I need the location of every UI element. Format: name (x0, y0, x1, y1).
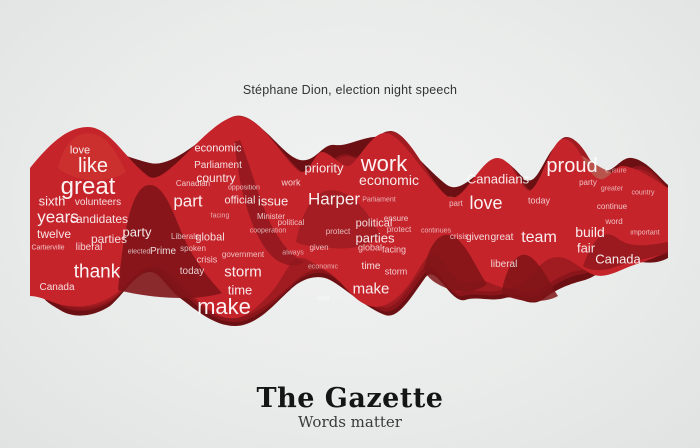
wave-word: cooperation (249, 227, 287, 235)
wave-word: important (630, 229, 660, 237)
wave-word: Canada (595, 251, 641, 267)
page-title: Stéphane Dion, election night speech (242, 83, 458, 97)
wave-word: priority (304, 160, 344, 176)
wave-word: political (355, 217, 393, 230)
wave-word: today (527, 195, 551, 206)
wave-word: make (352, 280, 390, 298)
wave-word: parties (355, 230, 395, 246)
wave-word: protect (325, 227, 351, 236)
wave-word: Liberals (170, 232, 200, 241)
wave-word: liberal (75, 242, 103, 253)
wave-dune-crisis (424, 234, 487, 292)
wave-word: given (466, 232, 490, 243)
wave-word: opposition (228, 184, 260, 192)
wave-word: facing (210, 212, 230, 220)
wave-word: economic (194, 142, 242, 155)
wave-accent-left (58, 133, 126, 181)
wave-word: crisis (449, 232, 469, 241)
wave-word: time (227, 282, 253, 298)
wave-word: party (579, 178, 597, 187)
wave-word: Harper (308, 189, 360, 209)
wave-word: country (631, 189, 655, 197)
wave-word: proud (546, 155, 598, 177)
wave-word: Canada (39, 282, 75, 293)
wave-word: twelve (36, 227, 72, 241)
wave-word: make (197, 294, 251, 319)
wave-word: volunteers (74, 197, 122, 208)
wave-dune-liberal (501, 254, 558, 302)
wave-word: Canadians (466, 171, 530, 187)
wave-word: part (173, 191, 203, 211)
wave-word: fair (576, 240, 596, 256)
wave-word: part (449, 199, 463, 208)
wave-word: party (122, 224, 152, 240)
wave-word: build (575, 224, 605, 240)
wave-word: facing (381, 244, 407, 255)
gazette-logo: The Gazette (256, 383, 444, 414)
wave-word: issue (257, 193, 289, 209)
wave-word: political (277, 218, 305, 227)
wave-word: like (77, 155, 109, 177)
wave-word: global (357, 242, 383, 253)
wave-word: crisis (196, 254, 218, 265)
wave-word: global (195, 231, 225, 244)
wave-word: work (360, 151, 408, 176)
wave-word: spoken (180, 244, 206, 253)
wave-word: love (469, 193, 503, 213)
wave-word: greater (600, 185, 624, 193)
wave-ribbon-right (583, 234, 668, 271)
wave-word: government (221, 250, 265, 259)
wave-word: economic (308, 263, 338, 271)
wave-word: word (605, 217, 623, 226)
wave-word: love (69, 144, 91, 157)
wave-word: continue (596, 202, 628, 211)
wave-word: time (361, 261, 381, 272)
wave-word: Canadian (175, 179, 211, 188)
wave-word: great (60, 173, 116, 200)
wave-word: elected (127, 248, 151, 256)
wave-word: country (196, 171, 236, 185)
wave-word: candidates (69, 212, 129, 226)
wave-word: Parliament (362, 196, 396, 204)
wave-word: economic (359, 172, 419, 188)
wave-word: Minister (256, 212, 286, 221)
tagline: Words matter (298, 413, 402, 431)
wave-word: Prime (149, 246, 177, 257)
wave-word: official (224, 194, 256, 207)
wave-word: always (282, 249, 304, 257)
wave-word: ensure (383, 214, 409, 223)
wave-word: ensure (605, 167, 627, 175)
wave-word: great (490, 232, 514, 243)
wave-word: years (37, 207, 79, 227)
wave-word: today (179, 266, 205, 277)
wave-word: wait (316, 295, 330, 303)
wave-word: work (281, 177, 301, 188)
wave-word: team (521, 229, 557, 246)
wave-word: thank (73, 261, 121, 283)
wave-dune-harper (296, 190, 381, 249)
wave-word: liberal (490, 259, 518, 270)
wave-word: storm (384, 266, 408, 277)
wave-word: given (309, 243, 329, 252)
wave-word: Parliament (194, 160, 242, 171)
wave-word: protect (386, 225, 412, 234)
wave-dune-party (118, 184, 222, 299)
wave-word: Cartierville (31, 244, 65, 252)
wave-ridge-peak (234, 140, 304, 266)
wave-word: sixth (38, 193, 66, 209)
wave-word: continues (421, 227, 451, 235)
wave-word: storm (224, 263, 262, 281)
wave-word: parties (90, 232, 128, 246)
